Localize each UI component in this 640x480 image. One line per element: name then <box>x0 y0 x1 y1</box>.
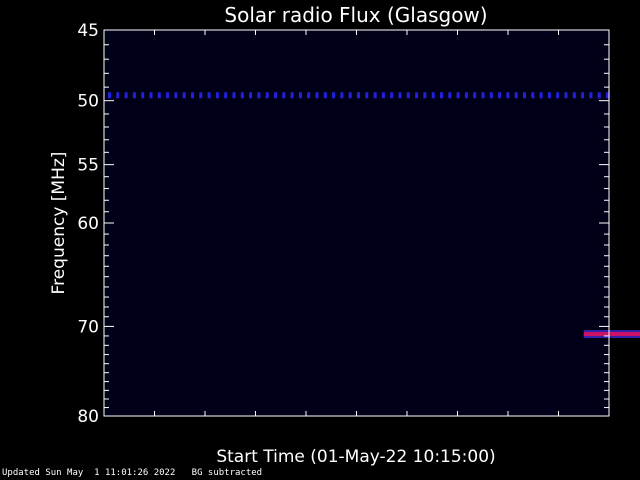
signal-dot <box>191 92 194 99</box>
signal-dot <box>589 92 593 99</box>
signal-dot <box>415 92 419 99</box>
signal-dot <box>523 92 526 99</box>
signal-dot <box>108 92 111 99</box>
signal-dot <box>531 92 535 99</box>
signal-dot <box>381 92 385 99</box>
y-tick-label: 60 <box>77 214 99 234</box>
signal-dot <box>498 92 502 99</box>
signal-dot <box>282 92 286 99</box>
signal-dot <box>323 92 327 99</box>
signal-dot <box>207 92 211 99</box>
signal-dot <box>547 92 551 99</box>
y-tick-label: 50 <box>77 92 99 112</box>
signal-dot <box>606 92 609 99</box>
signal-dot <box>224 92 228 99</box>
signal-dot <box>406 92 410 99</box>
signal-dot <box>539 92 543 99</box>
signal-dot <box>265 92 269 99</box>
signal-dot <box>357 92 360 99</box>
signal-dot <box>456 92 460 99</box>
y-tick-label: 80 <box>77 407 99 427</box>
chart-title: Solar radio Flux (Glasgow) <box>224 3 487 27</box>
signal-dot <box>464 92 468 99</box>
signal-dot <box>141 92 145 99</box>
signal-dot <box>298 92 302 99</box>
updated-timestamp: Updated Sun May 1 11:01:26 2022 <box>2 468 176 478</box>
signal-dot <box>157 92 161 99</box>
signal-dot <box>149 92 153 99</box>
signal-dot <box>597 92 601 99</box>
signal-dot <box>290 92 294 99</box>
signal-dot <box>199 92 203 99</box>
signal-dot <box>332 92 336 99</box>
signal-dot <box>514 92 518 99</box>
signal-dot <box>166 92 170 99</box>
signal-dot <box>365 92 369 99</box>
signal-dot <box>132 92 136 99</box>
signal-dot <box>572 92 576 99</box>
signal-dot <box>373 92 377 99</box>
signal-dot <box>423 92 427 99</box>
signal-dot <box>182 92 186 99</box>
signal-dot <box>489 92 493 99</box>
signal-dot <box>581 92 585 99</box>
signal-dot <box>481 92 485 99</box>
signal-dot <box>240 92 244 99</box>
footer: Updated Sun May 1 11:01:26 2022 BG subtr… <box>2 468 262 478</box>
y-axis-label: Frequency [MHz] <box>49 152 69 295</box>
signal-dot <box>340 92 344 99</box>
y-tick-label: 55 <box>77 156 99 176</box>
signal-dot <box>257 92 261 99</box>
signal-dot <box>232 92 236 99</box>
signal-dot <box>398 92 402 99</box>
signal-segment <box>583 332 640 337</box>
signal-dot <box>215 92 219 99</box>
signal-dot <box>556 92 560 99</box>
signal-dot <box>307 92 311 99</box>
signal-dot <box>116 92 120 99</box>
signal-dot <box>440 92 443 99</box>
signal-dot <box>274 92 277 99</box>
y-tick-label: 70 <box>77 317 99 337</box>
plot-background <box>104 30 609 416</box>
signal-dot <box>315 92 319 99</box>
signal-dot <box>348 92 352 99</box>
signal-dot <box>564 92 568 99</box>
signal-dot <box>390 92 394 99</box>
signal-dot <box>431 92 435 99</box>
signal-dot <box>124 92 128 99</box>
signal-dot <box>448 92 452 99</box>
signal-dot <box>174 92 178 99</box>
y-tick-label: 45 <box>77 21 99 41</box>
bg-subtracted-note: BG subtracted <box>191 468 263 478</box>
signal-dot <box>249 92 253 99</box>
signal-dot <box>473 92 477 99</box>
x-axis-label: Start Time (01-May-22 10:15:00) <box>216 447 495 467</box>
signal-dot <box>506 92 510 99</box>
